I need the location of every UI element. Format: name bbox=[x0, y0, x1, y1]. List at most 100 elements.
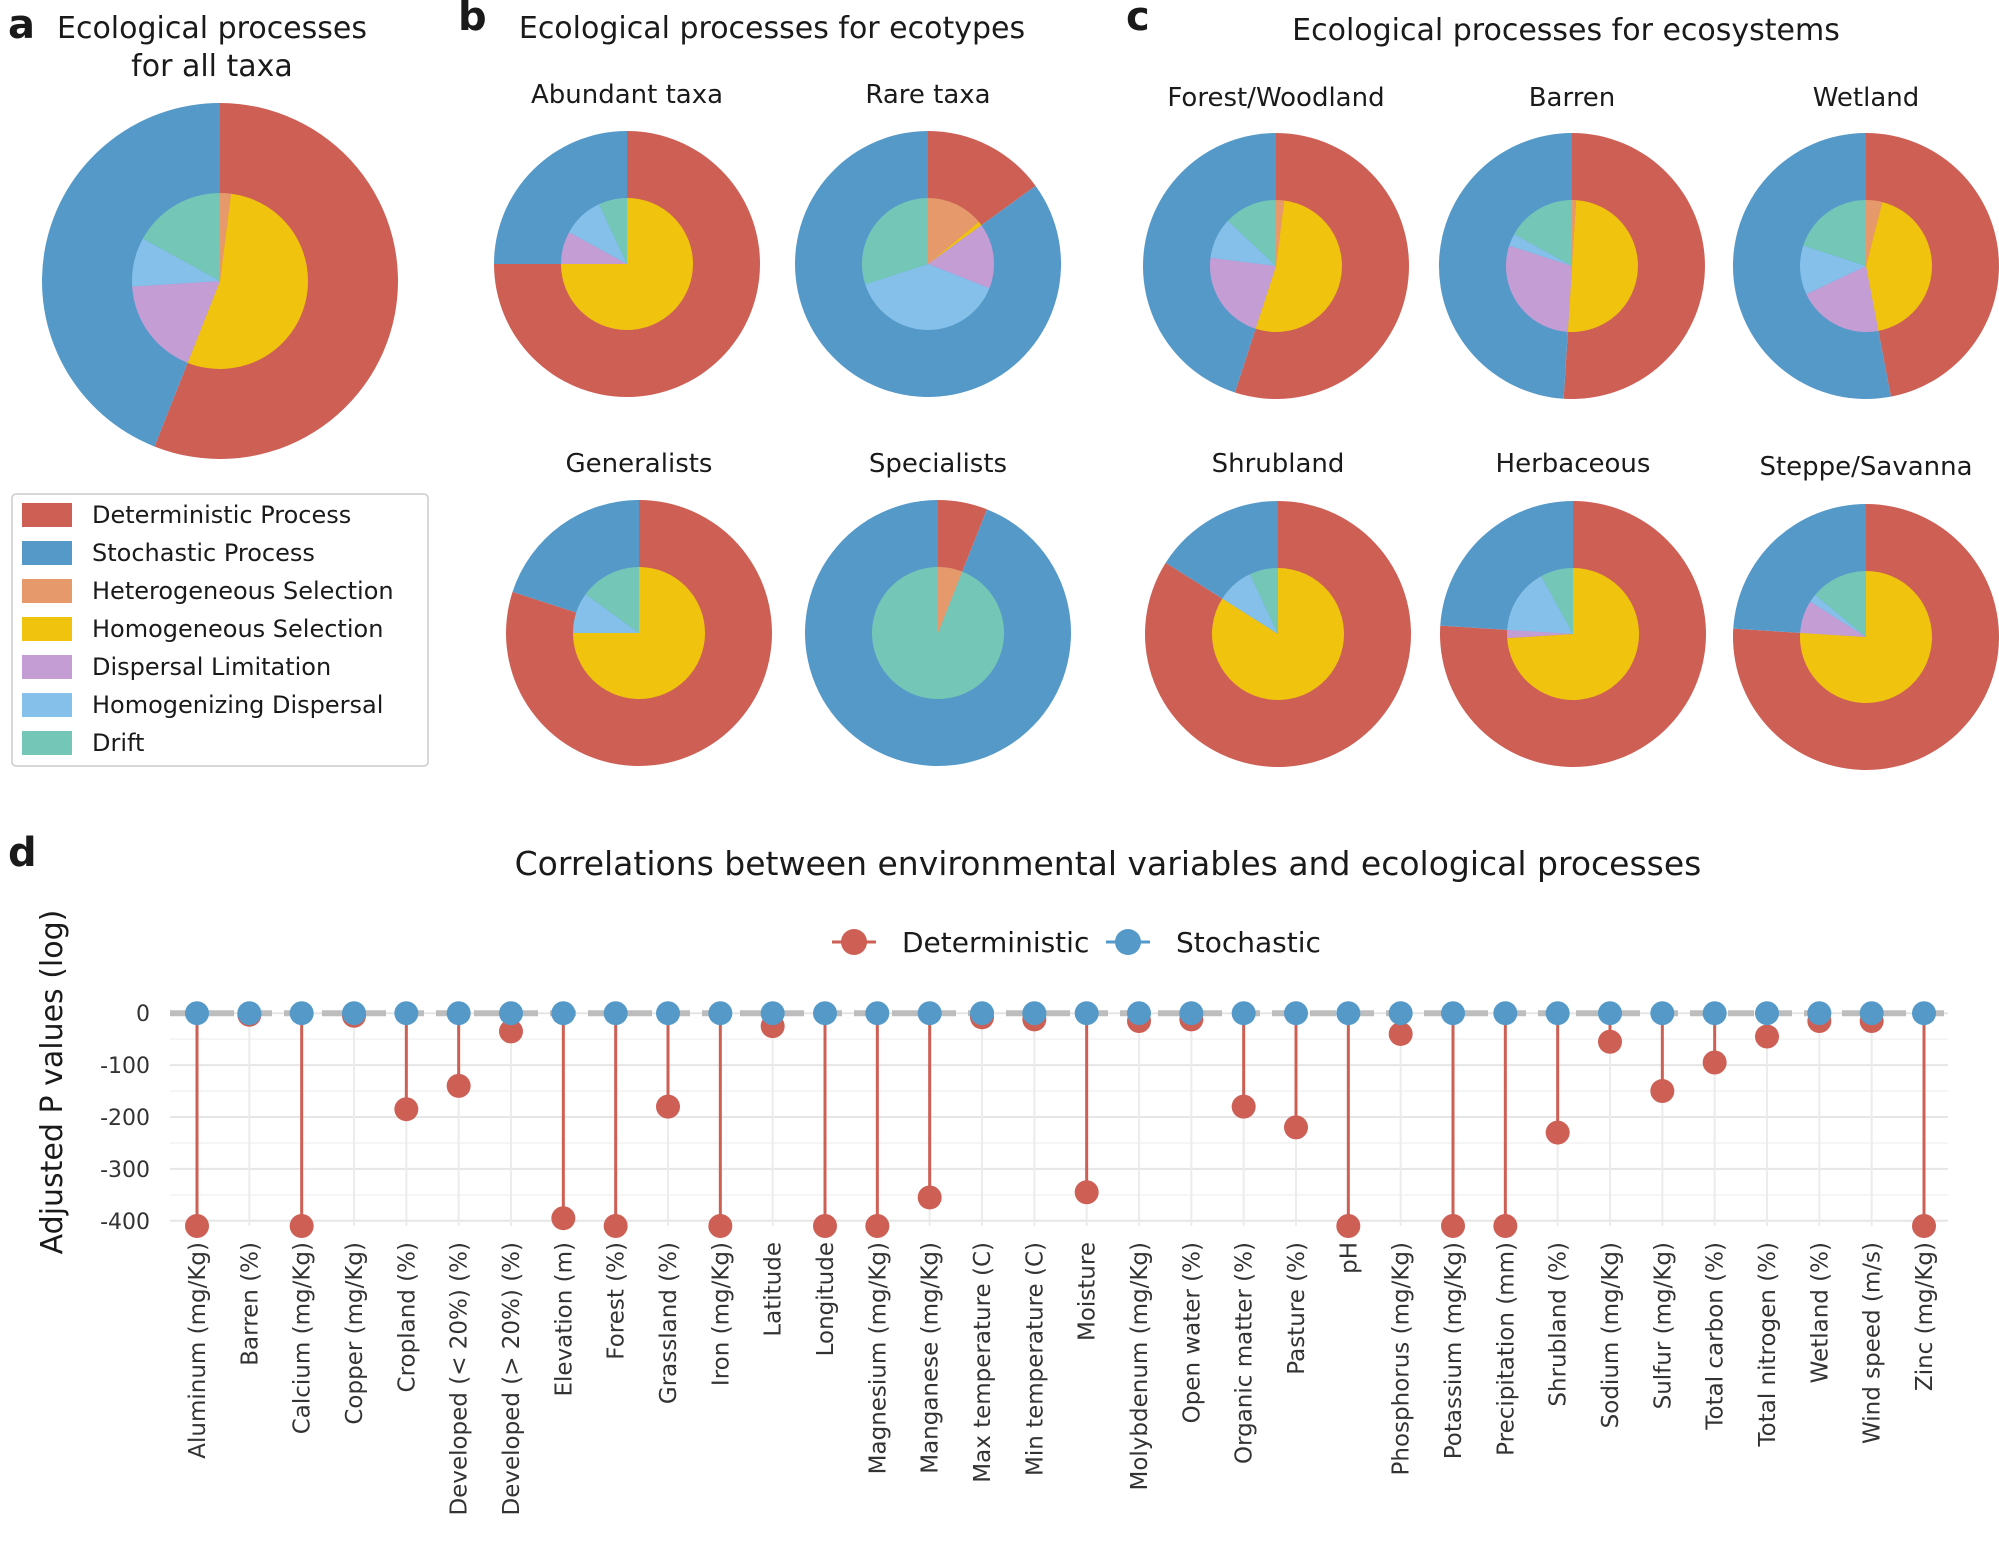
pie-all-taxa-inner-slice-homogenizing-dispersal bbox=[131, 238, 220, 287]
point-stochastic-total-nitrogen bbox=[1755, 1001, 1779, 1026]
panel-d-title: Correlations between environmental varia… bbox=[515, 844, 1702, 883]
point-stochastic-magnesium-mg-kg bbox=[865, 1001, 890, 1026]
legend-swatch-homogenizing-dispersal bbox=[22, 693, 72, 717]
x-tick-label-forest: Forest (%) bbox=[604, 1242, 630, 1360]
legend-marker-stochastic bbox=[1115, 929, 1141, 955]
point-deterministic-total-carbon bbox=[1702, 1050, 1727, 1075]
legend-label-dispersal-limitation: Dispersal Limitation bbox=[92, 653, 331, 681]
legend-label-heterogeneous-selection: Heterogeneous Selection bbox=[92, 577, 394, 605]
pie-specialists: Specialists bbox=[804, 449, 1071, 766]
y-tick-label: -300 bbox=[100, 1158, 150, 1183]
point-stochastic-forest bbox=[603, 1001, 628, 1026]
x-tick-label-molybdenum-mg-kg: Molybdenum (mg/Kg) bbox=[1127, 1242, 1153, 1491]
pie-forest-woodland: Forest/Woodland bbox=[1143, 83, 1410, 399]
point-deterministic-developed-20 bbox=[499, 1019, 523, 1044]
pie-barren: Barren bbox=[1438, 83, 1705, 399]
pie-barren-inner-slice-homogeneous-selection bbox=[1567, 200, 1638, 332]
point-stochastic-open-water bbox=[1179, 1001, 1204, 1026]
x-tick-label-moisture: Moisture bbox=[1075, 1242, 1101, 1341]
pie-steppe-savanna: Steppe/Savanna bbox=[1732, 452, 1999, 770]
pie-shrubland-inner-slice-homogeneous-selection bbox=[1211, 568, 1344, 700]
point-stochastic-moisture bbox=[1074, 1001, 1099, 1026]
pie-forest-woodland-inner-slice-drift bbox=[1227, 200, 1276, 266]
pie-charts: Abundant taxa Rare taxa Generalists Special… bbox=[41, 80, 1999, 770]
x-tick-label-sodium-mg-kg: Sodium (mg/Kg) bbox=[1598, 1242, 1624, 1428]
point-deterministic-potassium-mg-kg bbox=[1441, 1214, 1465, 1238]
point-deterministic-precipitation-mm bbox=[1493, 1214, 1518, 1238]
pie-generalists-inner-slice-drift bbox=[585, 567, 639, 633]
legend-label-homogenizing-dispersal: Homogenizing Dispersal bbox=[92, 691, 383, 719]
x-tick-label-zinc-mg-kg: Zinc (mg/Kg) bbox=[1912, 1242, 1938, 1391]
panel-label-a: a bbox=[8, 2, 35, 48]
point-stochastic-grassland bbox=[656, 1001, 680, 1026]
legend-swatch-drift bbox=[22, 731, 72, 755]
point-stochastic-precipitation-mm bbox=[1493, 1001, 1518, 1026]
point-stochastic-developed-20 bbox=[499, 1001, 523, 1026]
point-stochastic-aluminum-mg-kg bbox=[185, 1001, 209, 1026]
pie-barren-title: Barren bbox=[1529, 83, 1616, 113]
x-tick-label-cropland: Cropland (%) bbox=[394, 1242, 420, 1392]
panel-c-title: Ecological processes for ecosystems bbox=[1292, 13, 1840, 48]
pie-specialists-inner-slice-heterogeneous-selection bbox=[938, 567, 963, 633]
panel-b-title: Ecological processes for ecotypes bbox=[519, 11, 1025, 46]
point-deterministic-cropland bbox=[394, 1097, 419, 1122]
x-tick-label-copper-mg-kg: Copper (mg/Kg) bbox=[342, 1242, 368, 1425]
pie-barren-outer-slice-stochastic-process bbox=[1438, 132, 1572, 399]
pie-all-taxa-outer-slice-stochastic-process bbox=[41, 103, 220, 447]
x-tick-label-potassium-mg-kg: Potassium (mg/Kg) bbox=[1441, 1242, 1467, 1459]
x-tick-label-wetland: Wetland (%) bbox=[1807, 1242, 1833, 1383]
pie-abundant-taxa-inner-slice-dispersal-limitation bbox=[561, 232, 627, 264]
point-deterministic-grassland bbox=[656, 1094, 680, 1119]
panel-label-c: c bbox=[1126, 0, 1150, 40]
pie-rare-taxa: Rare taxa bbox=[795, 80, 1062, 397]
pie-all-taxa-inner-slice-homogeneous-selection bbox=[187, 193, 308, 369]
point-stochastic-zinc-mg-kg bbox=[1912, 1001, 1936, 1026]
pie-herbaceous-title: Herbaceous bbox=[1496, 449, 1651, 479]
pie-abundant-taxa-inner-slice-drift bbox=[598, 198, 627, 264]
pie-forest-woodland-inner-slice-dispersal-limitation bbox=[1209, 257, 1276, 329]
point-stochastic-ph bbox=[1336, 1001, 1361, 1026]
pie-steppe-savanna-inner-slice-homogenizing-dispersal bbox=[1810, 594, 1866, 637]
point-stochastic-wind-speed-m-s bbox=[1859, 1001, 1884, 1026]
pie-barren-inner-slice-dispersal-limitation bbox=[1505, 245, 1572, 332]
x-tick-label-max-temperature-c: Max temperature (C) bbox=[970, 1242, 996, 1483]
pie-forest-woodland-inner-slice-homogeneous-selection bbox=[1255, 200, 1342, 332]
pie-all-taxa-inner-slice-drift bbox=[142, 193, 220, 281]
pie-rare-taxa-inner-slice-homogenizing-dispersal bbox=[865, 264, 990, 331]
pie-generalists: Generalists bbox=[506, 449, 773, 767]
point-deterministic-manganese-mg-kg bbox=[917, 1185, 942, 1210]
pie-wetland-inner-slice-homogenizing-dispersal bbox=[1799, 245, 1866, 295]
point-deterministic-forest bbox=[603, 1214, 628, 1238]
pie-shrubland-inner-slice-drift bbox=[1249, 568, 1278, 634]
legend-correlation: Deterministic Stochastic bbox=[832, 926, 1321, 959]
legend-label-homogeneous-selection: Homogeneous Selection bbox=[92, 615, 383, 643]
point-deterministic-iron-mg-kg bbox=[708, 1214, 733, 1238]
point-deterministic-sodium-mg-kg bbox=[1598, 1029, 1622, 1054]
pie-generalists-inner-slice-homogenizing-dispersal bbox=[573, 594, 639, 633]
x-tick-label-open-water: Open water (%) bbox=[1179, 1242, 1205, 1423]
point-stochastic-molybdenum-mg-kg bbox=[1127, 1001, 1151, 1026]
pie-barren-inner-slice-drift bbox=[1514, 200, 1572, 266]
legend-label-deterministic-process: Deterministic Process bbox=[92, 501, 351, 529]
legend-label-drift: Drift bbox=[92, 729, 144, 757]
point-deterministic-longitude bbox=[813, 1214, 837, 1238]
pie-shrubland-inner-slice-homogenizing-dispersal bbox=[1222, 574, 1278, 634]
pie-steppe-savanna-inner-slice-drift bbox=[1815, 571, 1866, 637]
pie-barren-inner-slice-homogenizing-dispersal bbox=[1509, 234, 1572, 266]
point-stochastic-shrubland bbox=[1545, 1001, 1570, 1026]
x-tick-label-phosphorus-mg-kg: Phosphorus (mg/Kg) bbox=[1389, 1242, 1415, 1475]
point-stochastic-manganese-mg-kg bbox=[917, 1001, 942, 1026]
pie-wetland-inner-slice-drift bbox=[1803, 200, 1866, 266]
x-tick-label-latitude: Latitude bbox=[761, 1242, 787, 1337]
point-stochastic-sulfur-mg-kg bbox=[1650, 1001, 1675, 1026]
point-stochastic-wetland bbox=[1807, 1001, 1832, 1026]
point-deterministic-zinc-mg-kg bbox=[1912, 1214, 1936, 1238]
point-deterministic-sulfur-mg-kg bbox=[1650, 1079, 1675, 1104]
pie-rare-taxa-inner-slice-drift bbox=[861, 197, 928, 285]
x-tick-label-shrubland: Shrubland (%) bbox=[1546, 1242, 1572, 1407]
legend-label-deterministic: Deterministic bbox=[902, 926, 1089, 959]
x-tick-label-grassland: Grassland (%) bbox=[656, 1242, 682, 1404]
legend-label-stochastic: Stochastic bbox=[1176, 926, 1321, 959]
pie-wetland-inner-slice-dispersal-limitation bbox=[1806, 266, 1879, 332]
